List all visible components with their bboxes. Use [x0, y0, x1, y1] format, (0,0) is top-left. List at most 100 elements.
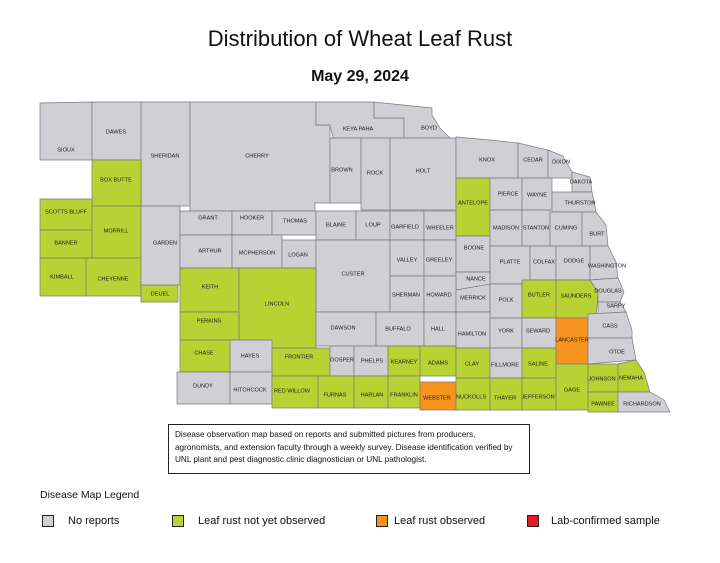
county-label-greeley: GREELEY [426, 257, 453, 263]
county-thayer [489, 377, 523, 411]
county-label-thayer: THAYER [494, 395, 516, 401]
county-label-hayes: HAYES [241, 353, 260, 359]
map-title: Distribution of Wheat Leaf Rust [207, 26, 513, 51]
county-label-richardson: RICHARDSON [623, 401, 661, 407]
county-label-lancaster: LANCASTER [555, 337, 589, 343]
county-label-york: YORK [498, 328, 514, 334]
legend-item-lab-confirmed: Lab-confirmed sample [527, 515, 660, 527]
county-label-merrick: MERRICK [460, 295, 486, 301]
county-label-stanton: STANTON [523, 225, 549, 231]
county-frontier [271, 347, 331, 377]
county-label-dakota: DAKOTA [570, 179, 593, 185]
county-label-seward: SEWARD [526, 328, 550, 334]
county-butler [521, 279, 557, 319]
legend-item-observed: Leaf rust observed [376, 515, 485, 527]
legend-swatch-observed [376, 515, 388, 527]
county-label-polk: POLK [499, 297, 514, 303]
county-label-cass: CASS [602, 323, 618, 329]
county-label-buffalo: BUFFALO [385, 326, 411, 332]
county-label-sheridan: SHERIDAN [151, 153, 180, 159]
county-label-morrill: MORRILL [104, 228, 129, 234]
county-label-adams: ADAMS [428, 360, 448, 366]
county-label-hall: HALL [431, 326, 445, 332]
county-label-dixon: DIXON [552, 159, 570, 165]
map-date: May 29, 2024 [311, 68, 409, 85]
county-label-cedar: CEDAR [523, 157, 543, 163]
legend-label-observed: Leaf rust observed [394, 515, 486, 527]
county-label-burt: BURT [589, 231, 605, 237]
legend-item-not-observed: Leaf rust not yet observed [172, 515, 325, 527]
legend-swatch-not-observed [172, 515, 184, 527]
county-label-hooker: HOOKER [240, 215, 264, 221]
county-label-nance: NANCE [466, 276, 486, 282]
county-label-thomas: THOMAS [283, 218, 307, 224]
county-label-platte: PLATTE [500, 259, 521, 265]
county-label-hamilton: HAMILTON [458, 331, 486, 337]
county-label-clay: CLAY [465, 361, 479, 367]
legend-label-no-reports: No reports [68, 515, 120, 527]
legend-label-lab-confirmed: Lab-confirmed sample [551, 515, 660, 527]
county-label-butler: BUTLER [528, 292, 550, 298]
county-label-fillmore: FILLMORE [491, 362, 519, 368]
county-label-grant: GRANT [198, 215, 218, 221]
county-label-kimball: KIMBALL [50, 274, 74, 280]
county-label-frontier: FRONTIER [285, 354, 314, 360]
county-label-furnas: FURNAS [324, 392, 347, 398]
county-perkins [179, 311, 240, 341]
county-label-lincoln: LINCOLN [265, 301, 289, 307]
county-label-scotts-bluff: SCOTTS BLUFF [45, 209, 88, 215]
legend-swatch-lab-confirmed [527, 515, 539, 527]
county-label-garfield: GARFIELD [391, 224, 419, 230]
county-label-dawes: DAWES [106, 129, 127, 135]
county-label-dawson: DAWSON [331, 325, 356, 331]
county-label-banner: BANNER [54, 240, 77, 246]
county-label-perkins: PERKINS [197, 318, 222, 324]
county-label-phelps: PHELPS [361, 358, 383, 364]
county-label-jefferson: JEFFERSON [521, 394, 554, 400]
county-hamilton [455, 311, 491, 349]
county-label-wheeler: WHEELER [426, 225, 454, 231]
county-label-dundy: DUNDY [193, 383, 213, 389]
county-label-saunders: SAUNDERS [560, 293, 591, 299]
county-label-saline: SALINE [528, 361, 548, 367]
county-label-box-butte: BOX BUTTE [100, 177, 132, 183]
county-cass [587, 311, 633, 339]
county-label-arthur: ARTHUR [198, 248, 221, 254]
county-boone [455, 235, 491, 273]
county-richardson [617, 391, 671, 413]
county-nemaha [617, 359, 651, 393]
county-label-keith: KEITH [202, 284, 218, 290]
county-label-nuckolls: NUCKOLLS [456, 394, 486, 400]
county-label-deuel: DEUEL [151, 291, 170, 297]
county-label-madison: MADISON [493, 225, 519, 231]
county-label-chase: CHASE [194, 350, 214, 356]
county-label-franklin: FRANKLIN [390, 392, 418, 398]
county-label-douglas: DOUGLAS [594, 288, 622, 294]
county-label-logan: LOGAN [288, 252, 308, 258]
county-label-valley: VALLEY [397, 257, 418, 263]
county-label-thurston: THURSTON [565, 200, 596, 206]
county-label-hitchcock: HITCHCOCK [233, 387, 267, 393]
county-label-sarpy: SARPY [607, 303, 626, 309]
county-label-gosper: GOSPER [330, 357, 354, 363]
county-label-sioux: SIOUX [57, 147, 75, 153]
county-label-colfax: COLFAX [533, 259, 555, 265]
county-label-webster: WEBSTER [423, 395, 451, 401]
county-label-nemaha: NEMAHA [619, 375, 643, 381]
county-label-sherman: SHERMAN [392, 292, 420, 298]
county-label-garden: GARDEN [153, 240, 177, 246]
county-label-loup: LOUP [365, 222, 381, 228]
county-saunders [555, 279, 599, 319]
legend-swatch-no-reports [42, 515, 54, 527]
county-label-custer: CUSTER [342, 271, 365, 277]
county-label-harlan: HARLAN [361, 392, 384, 398]
legend-label-not-observed: Leaf rust not yet observed [198, 515, 326, 527]
county-label-boone: BOONE [464, 245, 484, 251]
county-label-holt: HOLT [416, 168, 431, 174]
county-label-keya-paha: KEYA PAHA [343, 126, 374, 132]
county-label-howard: HOWARD [426, 292, 451, 298]
county-lincoln [238, 267, 317, 349]
map-note: Disease observation map based on reports… [168, 424, 530, 474]
legend-item-no-reports: No reports [42, 515, 119, 527]
county-label-kearney: KEARNEY [391, 359, 418, 365]
